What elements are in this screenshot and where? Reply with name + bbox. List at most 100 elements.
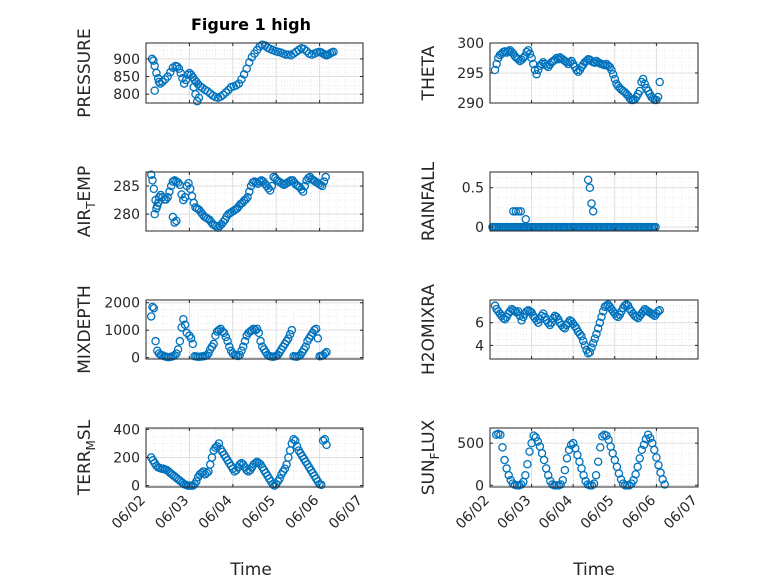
- data-point: [310, 325, 319, 335]
- data-point: [247, 325, 257, 335]
- data-point: [514, 54, 523, 64]
- data-point: [284, 177, 294, 186]
- data-point: [151, 336, 160, 346]
- data-point: [625, 481, 634, 490]
- x-tick-label: 06/03: [152, 493, 192, 533]
- y-axis-label: AIRTEMP: [75, 166, 98, 237]
- subplot-terr_msl: 0 200 400 TERRMSL 06/02 06/03 06/04 06/05 06/06 0…: [75, 419, 366, 532]
- data-point: [225, 342, 234, 351]
- data-point: [529, 431, 538, 440]
- data-point: [653, 92, 663, 102]
- data-point: [322, 347, 331, 357]
- axes-box: [145, 299, 364, 360]
- y-tick-label: 280: [113, 207, 140, 223]
- series-theta: [490, 45, 664, 105]
- data-point: [579, 470, 588, 480]
- data-point: [154, 77, 164, 87]
- series-mixdepth: [146, 302, 331, 362]
- data-point: [514, 207, 523, 216]
- data-point: [240, 336, 250, 346]
- data-point: [186, 334, 196, 343]
- data-point: [256, 336, 265, 346]
- y-tick-label: 300: [457, 36, 484, 52]
- data-point: [575, 329, 585, 339]
- data-point: [532, 69, 541, 79]
- data-point: [511, 207, 521, 216]
- data-point: [249, 324, 258, 334]
- y-tick-label: 0: [131, 351, 140, 367]
- y-tick-label: 900: [113, 52, 140, 68]
- data-point: [583, 175, 593, 185]
- minor-grid: [490, 172, 698, 231]
- data-point: [590, 334, 600, 343]
- x-tick-label: 06/06: [283, 492, 323, 532]
- data-point: [158, 77, 167, 87]
- data-point: [170, 218, 179, 227]
- data-point: [510, 307, 520, 316]
- data-point: [223, 336, 232, 346]
- data-point: [148, 302, 157, 312]
- data-point: [641, 434, 651, 444]
- x-tick-label: 06/02: [109, 493, 149, 533]
- y-tick-label: 850: [113, 70, 140, 86]
- data-point: [146, 312, 156, 321]
- data-point: [614, 469, 624, 478]
- x-tick-label: 06/05: [239, 493, 279, 533]
- data-point: [202, 468, 212, 478]
- data-point: [322, 440, 331, 450]
- data-point: [592, 329, 601, 339]
- subplot-air_temp: 280 285 AIRTEMP: [75, 166, 364, 237]
- data-point: [163, 193, 172, 202]
- data-point: [655, 77, 664, 87]
- data-point: [289, 434, 298, 444]
- data-point: [300, 181, 310, 191]
- x-tick-label: 06/04: [536, 492, 576, 532]
- data-point: [545, 320, 555, 330]
- data-point: [504, 470, 513, 480]
- data-point: [209, 339, 218, 349]
- data-point: [299, 44, 309, 54]
- data-point: [547, 318, 556, 327]
- data-point: [521, 214, 531, 224]
- data-point: [317, 480, 326, 490]
- data-point: [521, 470, 530, 480]
- data-point: [629, 476, 638, 485]
- y-tick-label: 1000: [104, 323, 140, 339]
- x-axis-label-left: Time: [229, 560, 272, 580]
- data-point: [237, 346, 246, 356]
- data-point: [560, 465, 570, 475]
- data-point: [285, 330, 295, 339]
- data-point: [172, 349, 181, 358]
- data-point: [254, 328, 264, 338]
- subplot-rainfall: 0 0.5 RAINFALL: [419, 161, 699, 241]
- data-point: [188, 339, 198, 349]
- data-point: [522, 307, 531, 316]
- data-point: [637, 445, 647, 455]
- data-point: [638, 74, 648, 84]
- data-point: [568, 438, 578, 448]
- x-tick-label: 06/05: [578, 493, 618, 533]
- data-point: [304, 173, 313, 183]
- data-point: [245, 187, 254, 196]
- data-point: [166, 68, 175, 77]
- data-point: [221, 88, 231, 97]
- data-point: [531, 433, 541, 442]
- data-point: [281, 50, 290, 59]
- axes-box: [489, 299, 699, 360]
- axes-box: [489, 171, 699, 232]
- y-tick-label: 400: [113, 422, 140, 438]
- data-point: [562, 454, 572, 463]
- data-point: [577, 332, 586, 341]
- data-point: [527, 53, 536, 63]
- data-point: [292, 442, 302, 451]
- data-point: [149, 184, 159, 194]
- data-point: [587, 199, 596, 208]
- y-tick-label: 0: [475, 220, 484, 236]
- series-h2omixra: [490, 300, 664, 358]
- y-tick-label: 200: [113, 451, 140, 467]
- y-tick-label: 290: [457, 96, 484, 112]
- x-tick-label: 06/07: [326, 493, 366, 533]
